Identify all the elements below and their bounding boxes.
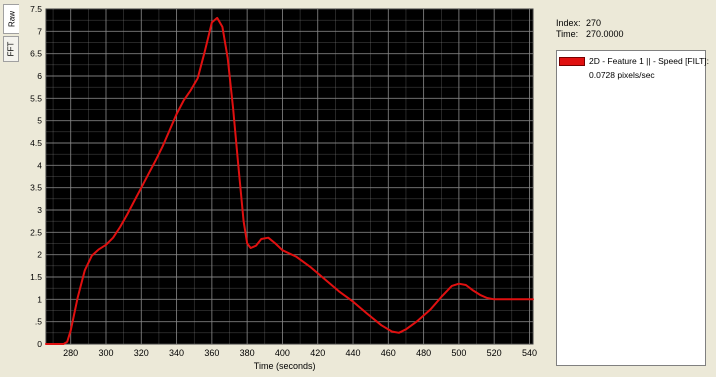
legend-series-name: 2D - Feature 1 || - Speed [FILT]: xyxy=(589,56,710,66)
x-tick-label: 380 xyxy=(240,348,255,358)
y-tick-label: 7 xyxy=(37,26,42,36)
y-tick-label: 6.5 xyxy=(30,49,42,59)
info-panel: Index: 270 Time: 270.0000 2D - Feature 1… xyxy=(546,10,713,372)
cursor-readout: Index: 270 Time: 270.0000 xyxy=(556,18,624,40)
index-value: 270 xyxy=(586,18,602,28)
y-tick-label: 1 xyxy=(37,294,42,304)
plot-panel: 280 300 320 340 360 380 400 420 440 460 480 500 520 5… xyxy=(20,4,539,374)
y-tick-labels: 0 .5 1 1.5 2 2.5 3 3.5 4 4.5 5 5.5 6 6.5 7 7.5 xyxy=(30,4,42,349)
y-tick-label: 2.5 xyxy=(30,227,42,237)
x-tick-label: 520 xyxy=(487,348,502,358)
x-tick-label: 280 xyxy=(63,348,78,358)
x-tick-label: 320 xyxy=(134,348,149,358)
x-tick-label: 300 xyxy=(98,348,113,358)
x-tick-label: 440 xyxy=(346,348,361,358)
x-tick-label: 420 xyxy=(310,348,325,358)
y-tick-label: 4.5 xyxy=(30,138,42,148)
tab-raw-label: Raw xyxy=(7,10,16,28)
y-tick-label: 7.5 xyxy=(30,6,42,14)
y-tick-label: 3 xyxy=(37,205,42,215)
time-label: Time: xyxy=(556,29,579,39)
x-tick-label: 340 xyxy=(169,348,184,358)
y-tick-label: 4 xyxy=(37,160,42,170)
x-tick-label: 480 xyxy=(416,348,431,358)
y-tick-label: 5 xyxy=(37,116,42,126)
y-tick-label: 0 xyxy=(37,339,42,349)
legend: 2D - Feature 1 || - Speed [FILT]: 0.0728… xyxy=(556,50,710,366)
speed-chart[interactable]: 280 300 320 340 360 380 400 420 440 460 480 500 520 5… xyxy=(20,4,539,374)
view-tabs: Raw FFT xyxy=(3,4,19,64)
tab-fft-label: FFT xyxy=(6,41,16,57)
x-tick-label: 400 xyxy=(275,348,290,358)
y-tick-label: 6 xyxy=(37,71,42,81)
series-line-0[interactable] xyxy=(45,16,534,345)
legend-series-value: 0.0728 pixels/sec xyxy=(589,70,655,80)
series-group xyxy=(45,16,534,345)
time-value: 270.0000 xyxy=(586,29,624,39)
y-tick-label: 3.5 xyxy=(30,183,42,193)
x-axis-label: Time (seconds) xyxy=(254,361,316,371)
grid-lines xyxy=(46,9,533,344)
tab-fft[interactable]: FFT xyxy=(3,36,19,62)
y-tick-label: 5.5 xyxy=(30,93,42,103)
y-tick-label: .5 xyxy=(35,317,42,327)
x-tick-label: 460 xyxy=(381,348,396,358)
index-label: Index: xyxy=(556,18,581,28)
tab-raw[interactable]: Raw xyxy=(3,4,19,34)
x-tick-label: 360 xyxy=(204,348,219,358)
legend-swatch xyxy=(559,57,585,66)
y-tick-label: 2 xyxy=(37,250,42,260)
x-tick-labels: 280 300 320 340 360 380 400 420 440 460 480 500 520 5… xyxy=(63,348,537,358)
x-tick-label: 500 xyxy=(451,348,466,358)
x-tick-label: 540 xyxy=(522,348,537,358)
y-tick-label: 1.5 xyxy=(30,272,42,282)
